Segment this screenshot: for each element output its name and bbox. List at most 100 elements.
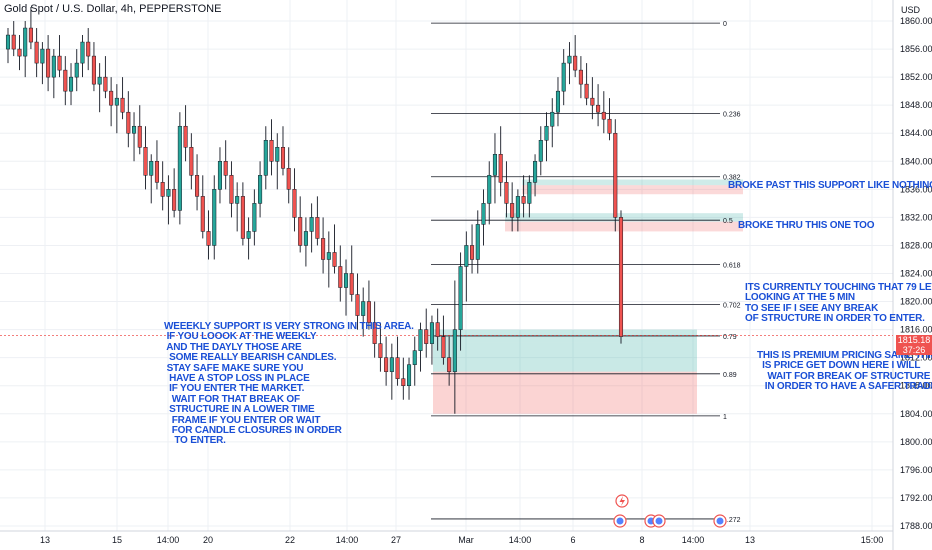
candle-body (309, 217, 314, 232)
candle-body (498, 154, 503, 183)
candle-body (114, 97, 119, 106)
candle-body (154, 161, 159, 183)
candle-body (412, 350, 417, 365)
price-badge-countdown: 37:26 (902, 345, 926, 355)
candle-body (40, 48, 45, 64)
candle-body (326, 252, 331, 260)
y-tick-label: 1792.00 (900, 493, 932, 503)
currency-label: USD (901, 5, 921, 15)
candle-body (338, 266, 343, 288)
y-tick-label: 1832.00 (900, 212, 932, 222)
chart-title: Gold Spot / U.S. Dollar, 4h, PEPPERSTONE (4, 3, 222, 15)
y-tick-label: 1820.00 (900, 297, 932, 307)
candle-body (212, 189, 217, 246)
candle-body (555, 90, 561, 113)
candle-body (160, 182, 165, 197)
candle-body (5, 34, 11, 50)
candle-body (252, 203, 257, 232)
candle-body (321, 238, 326, 260)
candle-body (378, 343, 383, 358)
candle-body (298, 217, 303, 246)
candle-body (269, 140, 274, 162)
candle-body (303, 231, 308, 246)
candle-body (51, 55, 56, 78)
x-tick-label: 27 (391, 535, 401, 545)
zone-resistance (505, 221, 743, 232)
candle-body (578, 69, 583, 85)
y-tick-label: 1836.00 (900, 184, 932, 194)
candle-body (91, 55, 96, 85)
candle-body (46, 48, 51, 78)
candle-body (481, 203, 486, 225)
fib-label: 0.702 (723, 302, 741, 309)
candle-body (573, 55, 578, 71)
candle-body (464, 245, 469, 267)
candle-body (246, 231, 251, 239)
candle-body (607, 118, 612, 134)
candle-body (34, 41, 39, 64)
candle-body (258, 175, 263, 204)
us-flag-icon (616, 517, 624, 525)
candle-body (28, 27, 33, 43)
candle-body (395, 357, 400, 379)
candle-body (57, 55, 62, 71)
candle-body (550, 111, 555, 127)
candle-body (407, 364, 412, 386)
note-touching-79: ITS CURRENTLY TOUCHING THAT 79 LEV LOOKI… (745, 282, 932, 325)
candle-body (172, 189, 177, 211)
candle-body (475, 224, 480, 260)
candle-body (401, 378, 406, 386)
candle-body (441, 336, 446, 358)
note-broke-thru: BROKE THRU THIS ONE TOO (738, 220, 875, 231)
candle-body (80, 41, 85, 64)
candle-body (120, 97, 125, 113)
us-flag-icon (655, 517, 663, 525)
candle-body (361, 301, 366, 316)
fib-label: 1 (723, 414, 727, 421)
x-tick-label: 13 (745, 535, 755, 545)
candle-body (223, 161, 228, 176)
candle-body (596, 104, 601, 113)
zone-support (505, 213, 743, 222)
candle-body (332, 252, 337, 267)
candle-body (355, 294, 360, 316)
candle-body (515, 196, 520, 218)
candle-body (544, 125, 549, 141)
candle-body (68, 76, 74, 92)
candle-body (538, 140, 543, 162)
candle-body (275, 147, 280, 162)
y-tick-label: 1824.00 (900, 269, 932, 279)
y-tick-label: 1812.00 (900, 353, 932, 363)
y-tick-label: 1852.00 (900, 72, 932, 82)
candle-body (487, 175, 492, 204)
candle-body (109, 90, 114, 106)
fib-label: 0.5 (723, 218, 733, 225)
x-tick-label: 13 (40, 535, 50, 545)
y-tick-label: 1796.00 (900, 465, 932, 475)
candle-body (200, 196, 205, 232)
candle-body (521, 196, 526, 204)
candle-body (533, 161, 538, 183)
candle-body (74, 62, 79, 78)
candle-body (63, 69, 68, 92)
candle-body (492, 154, 497, 176)
zone-resistance (522, 185, 743, 195)
x-tick-label: 8 (639, 535, 644, 545)
candle-body (217, 161, 222, 190)
candle-body (372, 322, 377, 344)
x-tick-label: 14:00 (682, 535, 705, 545)
note-broke-past: BROKE PAST THIS SUPPORT LIKE NOTHING (728, 180, 932, 191)
y-tick-label: 1856.00 (900, 44, 932, 54)
candle-body (206, 231, 211, 246)
x-tick-label: 6 (570, 535, 575, 545)
candle-body (23, 27, 28, 57)
candle-body (504, 182, 509, 204)
candle-body (510, 203, 515, 218)
note-premium-pricing: THIS IS PREMIUM PRICING SAME THIN IS PRI… (757, 350, 932, 393)
candle-body (315, 217, 320, 239)
candle-body (470, 245, 475, 260)
y-tick-label: 1816.00 (900, 325, 932, 335)
y-tick-label: 1828.00 (900, 240, 932, 250)
fib-label: 0 (723, 21, 727, 28)
